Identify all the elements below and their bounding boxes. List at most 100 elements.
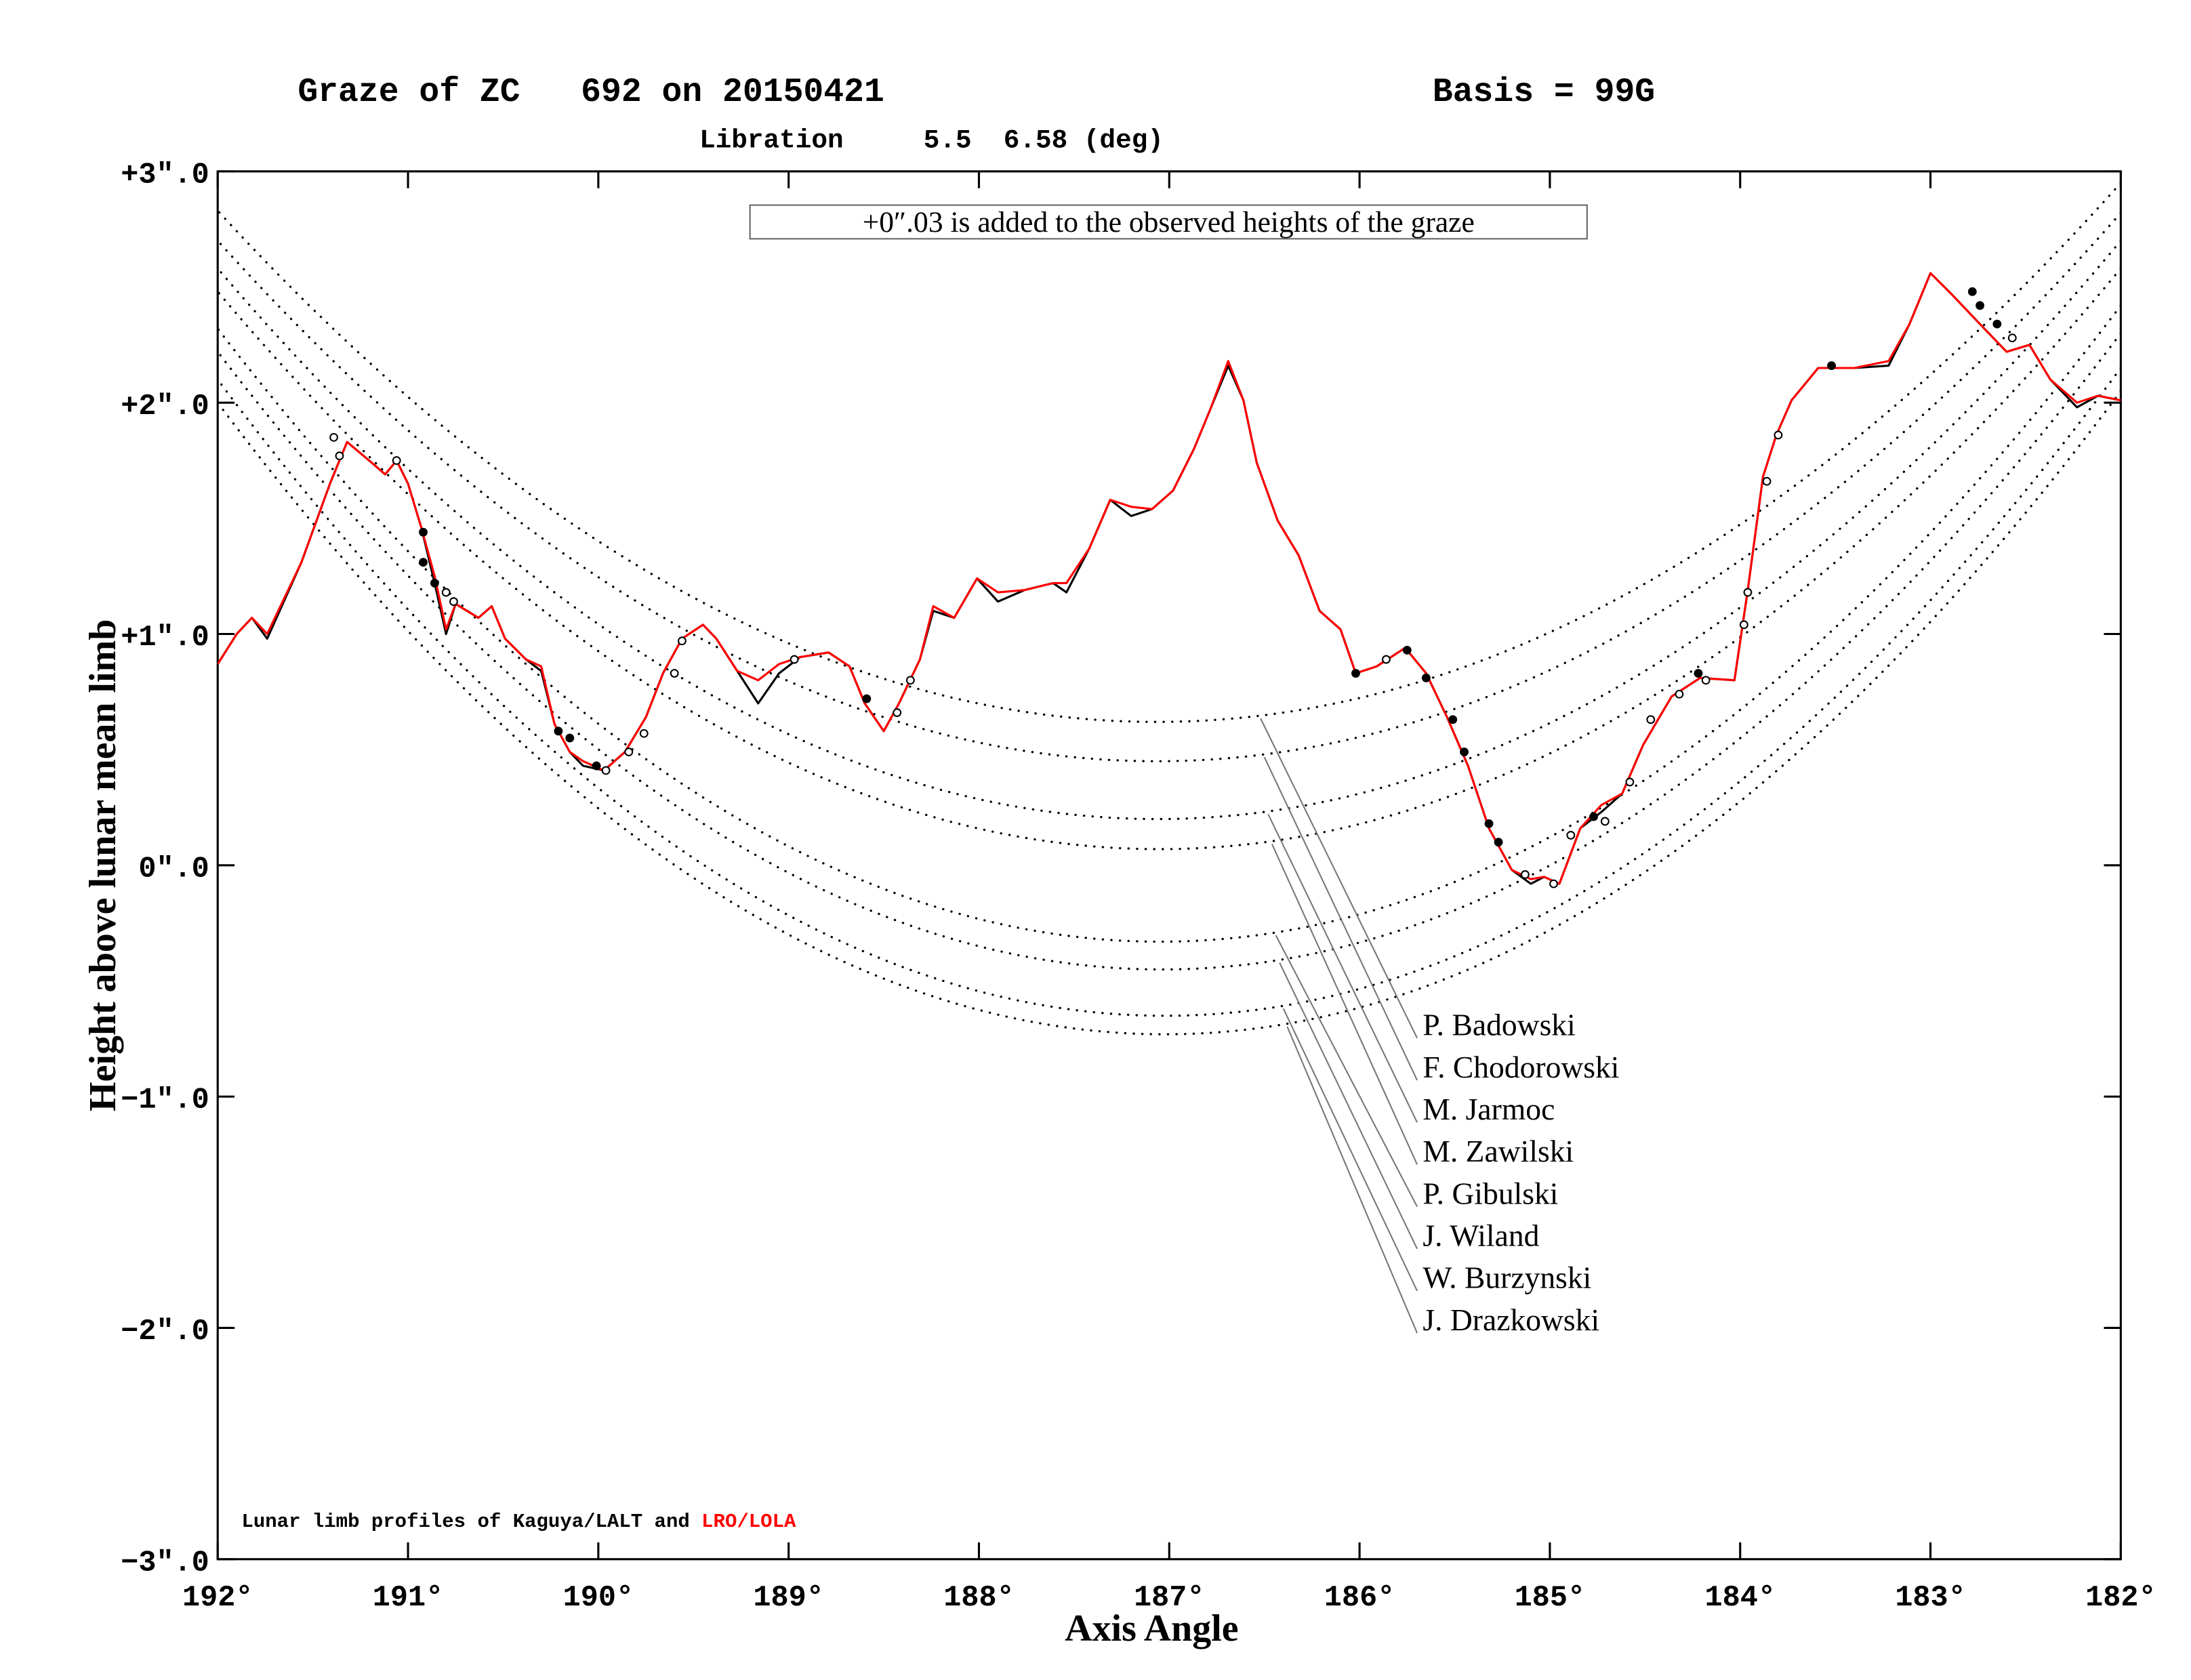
observer-arc (218, 390, 2121, 1036)
open-point (335, 451, 344, 461)
legend-text: and (655, 1511, 690, 1533)
filled-point (1351, 669, 1360, 678)
open-point (1646, 715, 1656, 724)
filled-point (1460, 747, 1469, 756)
open-point (893, 708, 902, 717)
open-point (1762, 476, 1772, 486)
open-point (1675, 689, 1684, 699)
open-point (639, 729, 649, 738)
filled-point (1967, 287, 1977, 296)
open-point (1600, 817, 1610, 826)
filled-point (1448, 715, 1458, 724)
legend: Lunar limb profiles of Kaguya/LALT and L… (241, 1511, 796, 1533)
filled-point (419, 558, 428, 567)
y-axis-label: Height above lunar mean limb (82, 619, 124, 1111)
x-tick-label: 192° (182, 1582, 253, 1615)
filled-point (430, 578, 439, 588)
y-tick-label: 0″.0 (138, 853, 209, 886)
filled-point (1992, 319, 2002, 329)
x-tick-label: 191° (373, 1582, 443, 1615)
y-tick-label: −3″.0 (121, 1546, 209, 1580)
plot-area (218, 182, 2121, 1036)
y-tick-label: −1″.0 (121, 1084, 209, 1118)
leader-line (1263, 756, 1418, 1081)
open-point (1701, 676, 1711, 685)
open-point (1739, 620, 1748, 630)
leader-line (1275, 935, 1418, 1207)
leader-line (1271, 843, 1418, 1165)
observer-name: J. Wiland (1422, 1218, 1539, 1253)
open-point (392, 456, 401, 465)
x-tick-label: 188° (943, 1582, 1014, 1615)
annotation: +0″.03 is added to the observed heights … (863, 206, 1475, 239)
open-point (1743, 588, 1753, 597)
observer-name: J. Drazkowski (1422, 1303, 1599, 1337)
x-tick-label: 186° (1324, 1582, 1395, 1615)
filled-point (592, 761, 601, 771)
open-point (1625, 777, 1635, 787)
observer-name: M. Jarmoc (1422, 1092, 1555, 1126)
filled-point (1975, 301, 1984, 310)
open-point (2007, 333, 2017, 343)
open-point (329, 432, 338, 442)
observer-name: P. Badowski (1422, 1008, 1575, 1042)
observer-arc (218, 367, 2121, 1017)
filled-point (1421, 673, 1431, 682)
legend-text: Kaguya/LALT (513, 1511, 642, 1533)
x-tick-label: 183° (1895, 1582, 1965, 1615)
annotation-box (749, 204, 1588, 240)
x-tick-label: 187° (1134, 1582, 1204, 1615)
open-point (1382, 655, 1391, 664)
profile-line (218, 272, 2121, 885)
y-tick-label: −2″.0 (121, 1315, 209, 1349)
observer-name: W. Burzynski (1422, 1261, 1591, 1295)
open-point (677, 636, 687, 646)
open-point (670, 669, 679, 678)
observer-name: P. Gibulski (1422, 1176, 1558, 1210)
x-tick-label: 184° (1705, 1582, 1776, 1615)
observer-arc (218, 211, 2121, 762)
chart-title: Graze of ZC 692 on 20150421 (298, 73, 884, 111)
filled-point (1694, 669, 1703, 678)
open-point (1549, 879, 1558, 888)
leader-line (1267, 814, 1418, 1123)
filled-point (1484, 819, 1494, 828)
filled-point (554, 726, 563, 736)
open-point (790, 655, 799, 664)
legend-text: LRO/LOLA (701, 1511, 796, 1533)
basis-label: Basis = 99G (1433, 73, 1655, 111)
x-tick-label: 189° (753, 1582, 823, 1615)
leader-line (1286, 1026, 1418, 1334)
x-tick-label: 182° (2085, 1582, 2156, 1615)
legend-text: Lunar limb profiles of (241, 1511, 501, 1533)
filled-point (1402, 645, 1412, 655)
y-tick-label: +2″.0 (121, 390, 209, 424)
filled-point (565, 733, 575, 743)
plot-frame (216, 170, 2122, 1561)
y-tick-label: +3″.0 (121, 159, 209, 192)
open-point (1521, 870, 1530, 879)
leader-line (1260, 718, 1418, 1039)
x-tick-label: 190° (563, 1582, 634, 1615)
observer-name: M. Zawilski (1422, 1134, 1574, 1168)
leader-line (1282, 1008, 1418, 1292)
observer-arc (218, 182, 2121, 723)
open-point (441, 588, 451, 597)
open-point (1774, 430, 1783, 440)
x-axis-label: Axis Angle (1065, 1607, 1238, 1650)
filled-point (419, 527, 428, 537)
y-tick-label: +1″.0 (121, 621, 209, 655)
open-point (1566, 831, 1576, 840)
filled-point (1589, 812, 1598, 821)
open-point (624, 747, 634, 756)
open-point (601, 766, 611, 775)
observer-name: F. Chodorowski (1422, 1050, 1619, 1084)
filled-point (1494, 838, 1503, 847)
chart-subtitle: Libration 5.5 6.58 (deg) (699, 125, 1164, 156)
x-tick-label: 185° (1515, 1582, 1585, 1615)
observer-arc (218, 332, 2121, 971)
observer-arc (218, 239, 2121, 821)
open-point (449, 597, 458, 607)
